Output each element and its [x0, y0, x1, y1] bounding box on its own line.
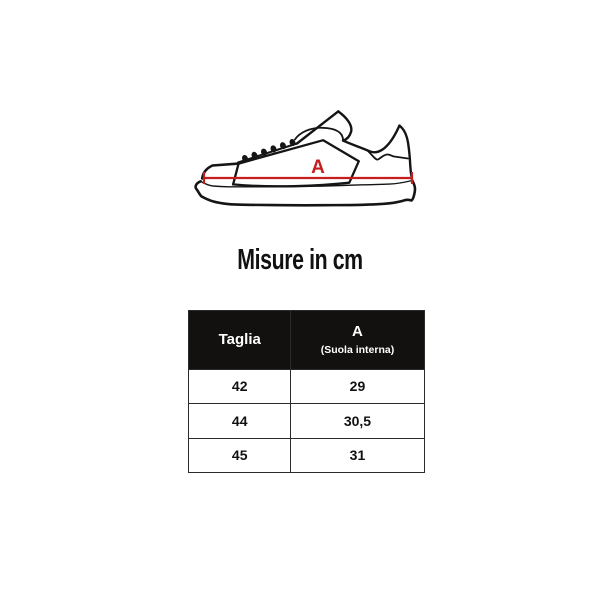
svg-text:A: A	[311, 157, 325, 178]
